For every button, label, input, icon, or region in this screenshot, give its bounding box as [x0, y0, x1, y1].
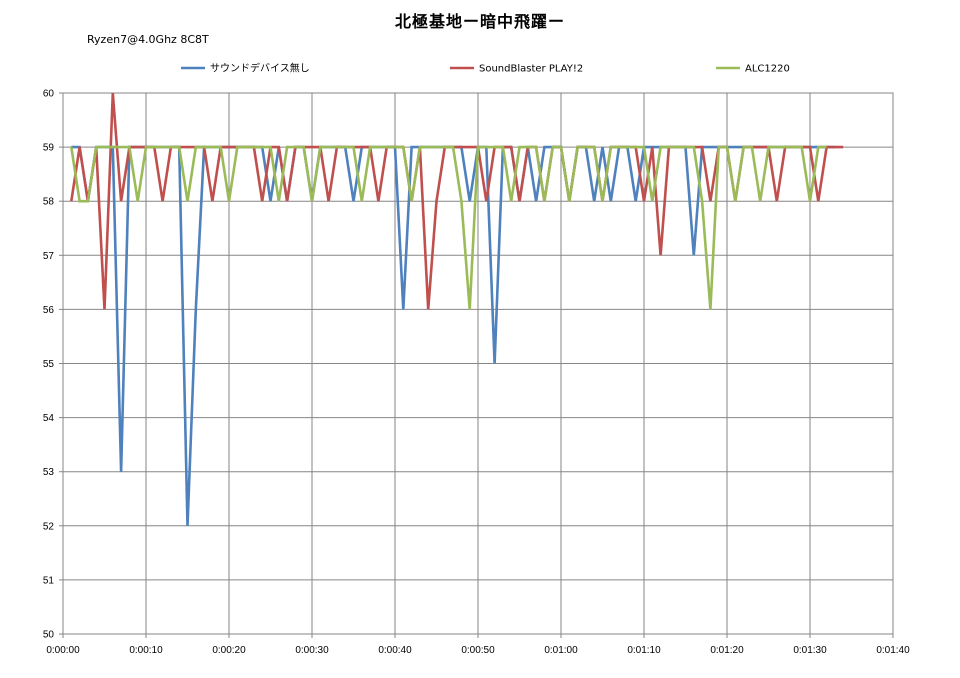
- series-line-2: [70, 145, 827, 310]
- y-tick-label: 55: [43, 359, 55, 370]
- y-axis-ticks: 50 51 52 53 54 55 56 57 58 59 60: [43, 89, 63, 641]
- y-tick-label: 50: [43, 630, 55, 641]
- x-tick-label: 0:01:30: [793, 645, 827, 656]
- y-tick-label: 56: [43, 305, 55, 316]
- x-tick-label: 0:01:40: [876, 645, 910, 656]
- x-tick-label: 0:00:00: [46, 645, 80, 656]
- x-tick-label: 0:00:10: [129, 645, 163, 656]
- x-tick-label: 0:00:50: [461, 645, 495, 656]
- x-tick-label: 0:01:10: [627, 645, 661, 656]
- series-lines: [70, 92, 844, 526]
- y-tick-label: 52: [43, 521, 55, 532]
- x-tick-label: 0:00:40: [378, 645, 412, 656]
- x-axis-ticks: 0:00:00 0:00:10 0:00:20 0:00:30 0:00:40 0:00:…: [46, 634, 910, 656]
- y-tick-label: 51: [43, 575, 55, 586]
- x-tick-label: 0:00:30: [295, 645, 329, 656]
- y-tick-label: 60: [43, 89, 55, 100]
- legend-label-2: ALC1220: [745, 64, 790, 75]
- chart-title: 北極基地ー暗中飛躍ー: [394, 12, 565, 31]
- y-tick-label: 53: [43, 467, 55, 478]
- y-tick-label: 57: [43, 251, 55, 262]
- grid-lines: [62, 92, 894, 635]
- y-tick-label: 58: [43, 197, 55, 208]
- legend: サウンドデバイス無し SoundBlaster PLAY!2 ALC1220: [181, 62, 790, 75]
- y-tick-label: 59: [43, 143, 55, 154]
- x-tick-label: 0:01:20: [710, 645, 744, 656]
- legend-label-1: SoundBlaster PLAY!2: [479, 64, 583, 75]
- chart-subtitle: Ryzen7@4.0Ghz 8C8T: [87, 33, 209, 46]
- x-tick-label: 0:01:00: [544, 645, 578, 656]
- legend-label-0: サウンドデバイス無し: [210, 62, 310, 75]
- y-tick-label: 54: [43, 413, 55, 424]
- x-tick-label: 0:00:20: [212, 645, 246, 656]
